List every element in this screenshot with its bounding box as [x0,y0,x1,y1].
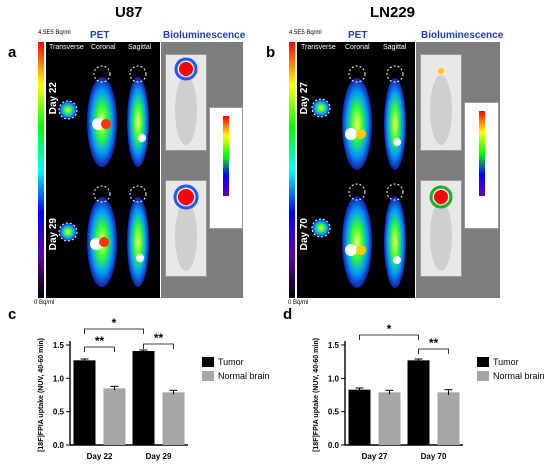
bioluminescence-header-b: Bioluminescence [421,30,504,41]
bar-charts: c [18F]FPIA uptake (NUV, 40-60 min) 0.0 0.5… [8,306,545,461]
significance-label: * [112,316,117,330]
pet-scan-graphics-a [58,65,149,287]
y-tick-label: 0.0 [328,441,340,450]
significance-label: ** [154,331,164,345]
bar [162,392,185,445]
scale-bottom-label-b: 0 Bq/ml [288,300,309,306]
legend-swatch [202,371,214,381]
coronal-header-b: Coronal [345,44,370,51]
panel-letter: c [8,306,16,323]
sagittal-header-a: Sagittal [128,44,152,51]
significance-bracket [84,346,115,352]
significance-bracket [84,328,144,334]
bar [437,392,460,445]
panel-letter-b: b [266,44,276,61]
significance-label: * [387,322,392,336]
bar [348,389,371,445]
legend-swatch [202,357,214,367]
chart-d: d [18F]FPIA uptake (NUV, 40-60 min) 0.0 0.5… [283,306,545,461]
pet-header-b: PET [348,30,368,41]
chart-c: c [18F]FPIA uptake (NUV, 40-60 min) 0.0 0.5… [8,306,270,461]
significance-label: ** [429,336,439,350]
y-tick-label: 0.5 [53,408,65,417]
y-axis-label: [18F]FPIA uptake (NUV, 40-60 min) [313,338,320,452]
x-tick-label: Day 27 [362,452,388,461]
day-label-b1: Day 27 [299,82,310,115]
bar [378,392,401,445]
x-tick-label: Day 22 [87,452,113,461]
legend-swatch [477,357,489,367]
y-tick-label: 1.5 [53,341,65,350]
legend-label: Normal brain [218,371,270,381]
mouse-image-a2 [165,180,207,277]
colorbar-a [38,42,44,298]
y-axis-label: [18F]FPIA uptake (NUV, 40-60 min) [38,338,45,452]
panel-letter-a: a [8,44,17,61]
pet-image-panel-b: Transverse Coronal Sagittal Day 27 Day 7… [297,42,415,298]
u87-title: U87 [115,4,143,21]
x-tick-label: Day 70 [421,452,447,461]
sagittal-header-b: Sagittal [383,44,407,51]
significance-bracket [359,334,419,340]
legend-label: Tumor [493,357,519,367]
luminescence-scale-a [209,107,243,229]
day-label-b2: Day 70 [299,218,310,251]
y-tick-label: 0.5 [328,408,340,417]
y-tick-label: 1.0 [53,374,65,383]
y-tick-label: 1.0 [328,374,340,383]
bar [73,360,96,445]
mouse-image-b1 [420,54,462,151]
bar [132,351,155,445]
ln229-title: LN229 [370,4,416,21]
panel-letter: d [283,306,292,323]
scale-top-label-b: 4.5E5 Bq/ml [289,30,322,36]
pet-scan-graphics-b [311,65,406,288]
scale-bottom-label-a: 0 Bq/ml [34,300,55,306]
legend-swatch [477,371,489,381]
bioluminescence-header-a: Bioluminescence [163,30,246,41]
mouse-image-a1 [165,54,207,151]
legend-label: Tumor [218,357,244,367]
pet-header-a: PET [90,30,110,41]
legend-label: Normal brain [493,371,545,381]
bar [103,388,126,445]
day-label-a2: Day 29 [48,218,59,251]
pet-image-panel-a: Transverse Coronal Sagittal Day 22 Day 2… [46,42,160,298]
bioluminescence-panel-a [161,42,243,298]
day-label-a1: Day 22 [48,82,59,115]
significance-label: ** [95,334,105,348]
colorbar-b [289,42,295,298]
y-tick-label: 0.0 [53,441,65,450]
coronal-header-a: Coronal [91,44,116,51]
x-tick-label: Day 29 [146,452,172,461]
bioluminescence-panel-b [416,42,500,298]
bar [407,360,430,445]
y-tick-label: 1.5 [328,341,340,350]
scale-top-label-a: 4.5E5 Bq/ml [38,30,71,36]
mouse-image-b2 [420,180,462,277]
significance-bracket [418,348,449,354]
luminescence-scale-b [464,102,499,229]
significance-bracket [143,343,174,349]
transverse-header-b: Transverse [301,44,336,51]
transverse-header-a: Transverse [49,44,84,51]
